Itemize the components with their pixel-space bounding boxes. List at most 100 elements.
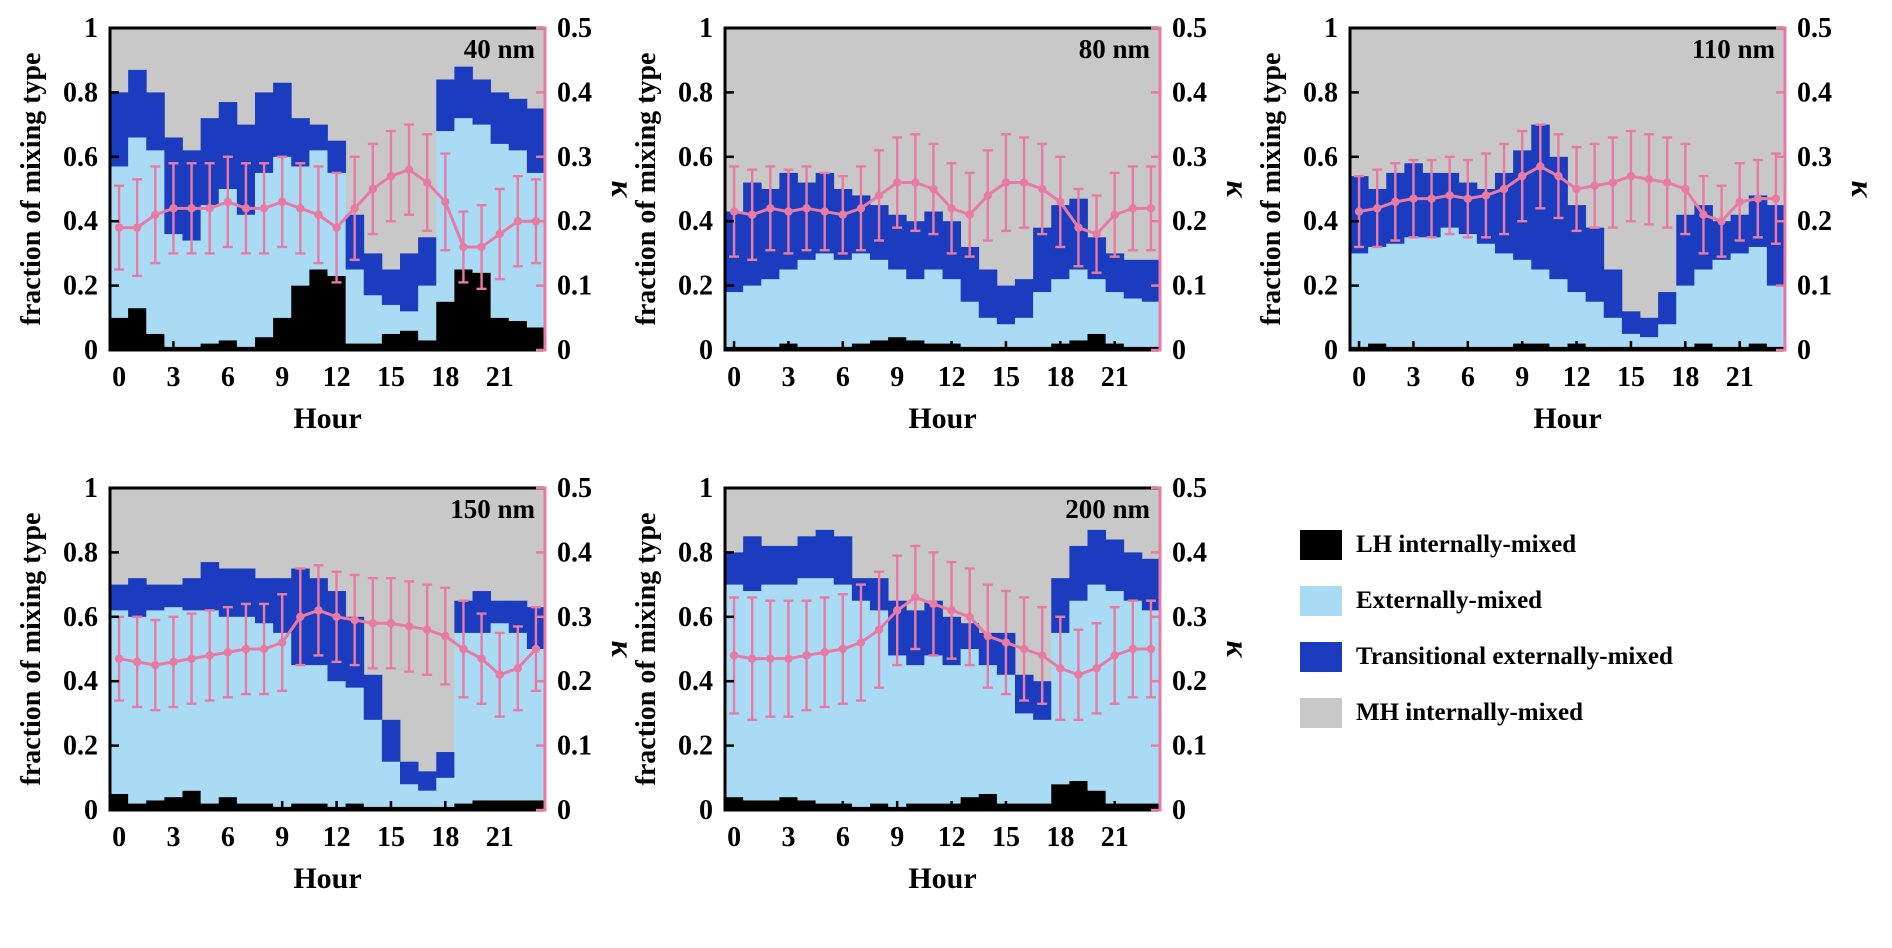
bar-segment (454, 803, 473, 810)
bar-segment (942, 279, 962, 344)
x-tick-label: 0 (112, 362, 126, 393)
bar-segment (996, 285, 1016, 325)
x-tick-label: 18 (1046, 362, 1074, 393)
bar-segment (472, 632, 492, 801)
right-tick-label: 0.4 (1172, 537, 1207, 568)
bar-segment (761, 346, 780, 350)
left-tick-label: 1 (84, 473, 98, 504)
bar-segment (309, 269, 328, 350)
y-axis-label: fraction of mixing type (631, 53, 662, 326)
bar-segment (797, 346, 817, 350)
bar-segment (1033, 292, 1052, 347)
x-tick-label: 0 (727, 822, 741, 853)
bar-segment (888, 269, 907, 338)
bar-segment (1123, 803, 1143, 810)
bar-segment (1087, 529, 1107, 585)
stacked-bars (725, 529, 1161, 810)
bar-segment (309, 803, 328, 810)
x-tick-label: 3 (781, 362, 795, 393)
bar-segment (200, 803, 220, 810)
bar-segment (146, 333, 165, 350)
bar-segment (418, 771, 437, 791)
right-tick-label: 0.3 (557, 602, 592, 633)
panel-title: 150 nm (450, 494, 535, 524)
x-tick-label: 6 (836, 822, 850, 853)
x-tick-label: 6 (221, 362, 235, 393)
bar-segment (1051, 279, 1070, 344)
x-axis-label: Hour (293, 862, 361, 895)
bar-segment (797, 259, 817, 347)
bar-segment (436, 777, 455, 807)
panel-110nm: 0 3 6 9 12 15 18 21 0 0.2 0.4 0.6 0.8 1 0 0.1 0.2 0.3 0.4 0… (1256, 13, 1870, 435)
bar-segment (725, 292, 744, 347)
bar-segment (1105, 292, 1125, 344)
legend-swatch-mh-internally-mixed (1300, 698, 1342, 728)
kappa-markers (114, 165, 541, 252)
bar-segment (291, 118, 310, 167)
kappa-markers (114, 606, 541, 679)
x-tick-label: 21 (486, 362, 514, 393)
bar-segment (833, 536, 853, 585)
left-tick-label: 0 (84, 335, 98, 366)
bar-segment (345, 803, 365, 810)
bar-segment (1440, 346, 1460, 350)
right-tick-label: 0.5 (1172, 473, 1207, 504)
bar-segment (1015, 346, 1034, 350)
bar-segment (1712, 346, 1732, 350)
panel-title: 80 nm (1079, 34, 1151, 64)
bar-segment (381, 719, 401, 762)
bar-segment (1033, 803, 1052, 810)
right-tick-label: 0.2 (1172, 206, 1207, 237)
right-tick-label: 0 (1797, 335, 1811, 366)
legend-label-mh-internally-mixed: MH internally-mixed (1356, 699, 1584, 726)
bar-segment (743, 536, 762, 592)
left-tick-label: 0.6 (63, 602, 98, 633)
bar-segment (255, 172, 274, 338)
bar-segment (1513, 259, 1532, 344)
left-tick-label: 0.6 (63, 142, 98, 173)
bar-segment (1051, 578, 1070, 633)
bar-segment (146, 584, 165, 611)
bar-segment (1531, 343, 1550, 350)
bar-segment (1676, 214, 1695, 286)
bar-segment (309, 124, 328, 151)
bar-segment (1123, 552, 1143, 601)
bar-segment (327, 140, 347, 173)
bar-segment (200, 562, 220, 611)
bar-segment (1033, 346, 1052, 350)
kappa-axis-label: κ (605, 181, 630, 199)
left-tick-label: 0.2 (678, 271, 713, 302)
x-tick-label: 18 (1671, 362, 1699, 393)
bar-segment (1141, 259, 1161, 302)
bar-segment (400, 311, 419, 331)
right-tick-label: 0.3 (1797, 142, 1832, 173)
x-tick-label: 12 (1563, 362, 1591, 393)
bar-segment (779, 269, 798, 344)
right-tick-label: 0 (1172, 795, 1186, 826)
bar-segment (743, 800, 762, 810)
panel-title: 40 nm (464, 34, 536, 64)
bar-segment (1069, 781, 1088, 810)
right-tick-label: 0 (1172, 335, 1186, 366)
right-tick-label: 0.2 (557, 666, 592, 697)
bar-segment (418, 285, 437, 341)
left-tick-label: 0 (699, 795, 713, 826)
legend-item-externally-mixed: Externally-mixed (1300, 586, 1673, 616)
bar-segment (345, 343, 365, 350)
legend-item-lh-internally-mixed: LH internally-mixed (1300, 530, 1673, 560)
bar-segment (851, 253, 871, 344)
bar-segment (1105, 539, 1125, 592)
bar-segment (1621, 333, 1641, 347)
bar-segment (508, 632, 528, 801)
bar-segment (1658, 292, 1677, 325)
bar-segment (1603, 346, 1623, 350)
bar-segment (1748, 343, 1768, 350)
bar-segment (779, 545, 798, 585)
bar-segment (110, 92, 129, 167)
bar-segment (906, 340, 925, 350)
bar-segment (815, 529, 835, 579)
right-tick-label: 0.4 (1797, 77, 1832, 108)
panel-200nm: 0 3 6 9 12 15 18 21 0 0.2 0.4 0.6 0.8 1 0 0.1 0.2 0.3 0.4 0… (631, 473, 1245, 895)
left-tick-label: 0.8 (678, 77, 713, 108)
left-tick-label: 0.2 (1303, 271, 1338, 302)
